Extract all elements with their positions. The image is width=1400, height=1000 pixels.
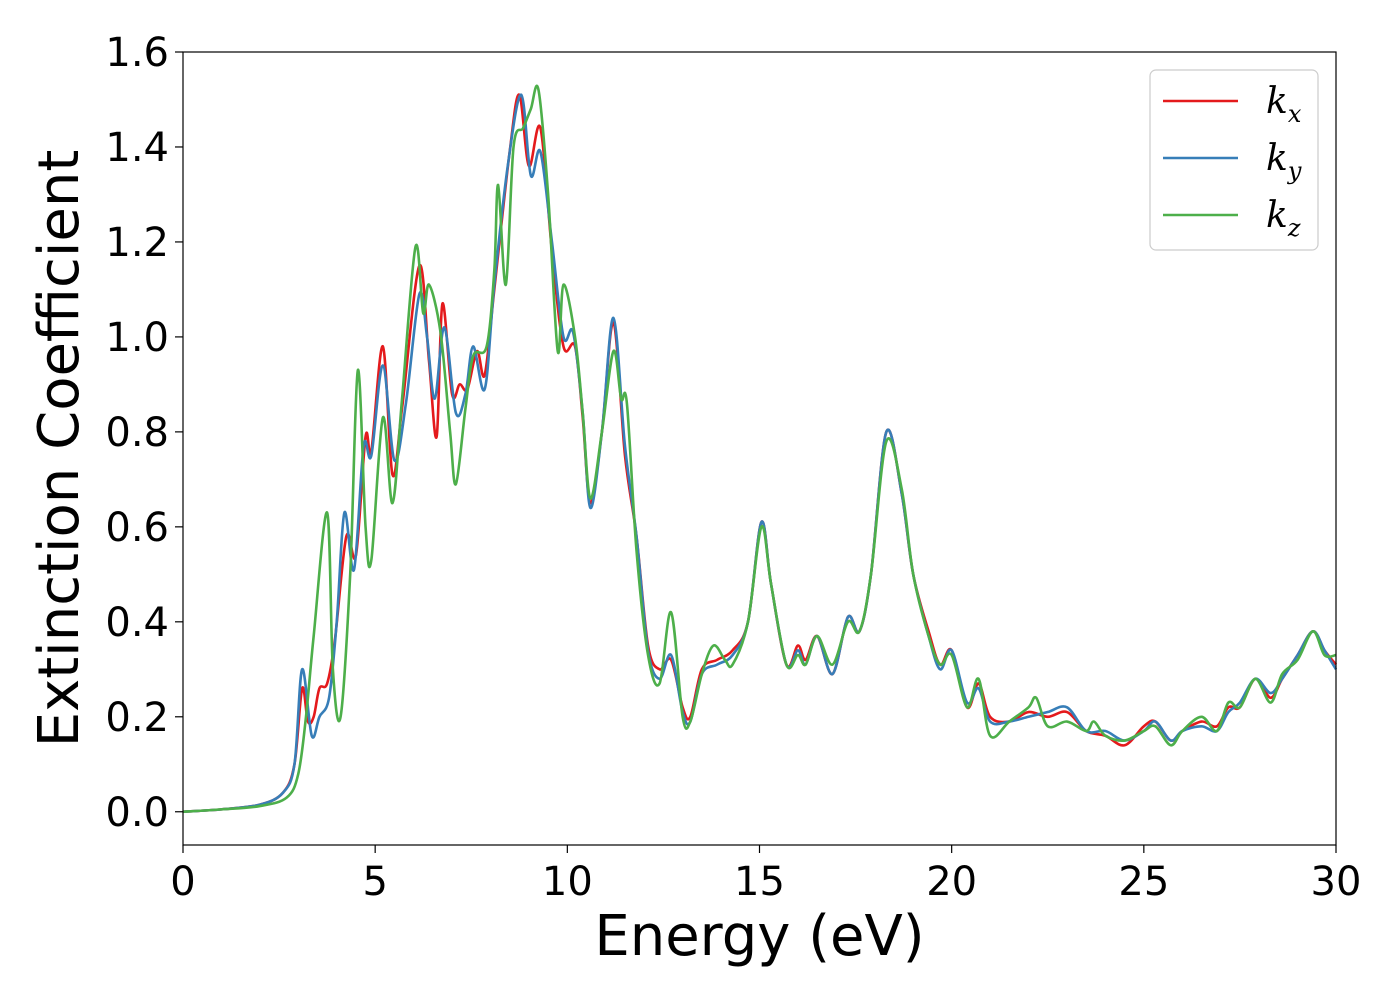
x-axis: 0 5 10 15 20 25 30 (170, 845, 1361, 905)
y-tick-label: 0.4 (105, 600, 169, 646)
plot-background (183, 52, 1336, 845)
y-tick-label: 0.6 (105, 505, 169, 551)
y-tick-label: 0.8 (105, 410, 169, 456)
y-tick-label: 0.0 (105, 790, 169, 836)
x-tick-label: 15 (734, 859, 785, 905)
y-tick-label: 1.4 (105, 125, 169, 171)
legend-label-x: kx (1266, 81, 1302, 128)
series-layer (182, 84, 1338, 814)
y-tick-label: 1.0 (105, 315, 169, 361)
x-tick-label: 10 (542, 859, 593, 905)
x-tick-label: 5 (362, 859, 387, 905)
y-axis: 0.0 0.2 0.4 0.6 0.8 1.0 1.2 1.4 1.6 (105, 30, 183, 836)
series-line-z (182, 84, 1337, 814)
legend-label-y: ky (1266, 138, 1302, 185)
y-tick-label: 0.2 (105, 695, 169, 741)
legend-label-z: kz (1266, 195, 1301, 242)
legend: kx ky kz (1149, 69, 1319, 251)
y-tick-label: 1.2 (105, 220, 169, 266)
x-tick-label: 30 (1311, 859, 1362, 905)
x-tick-label: 20 (926, 859, 977, 905)
x-tick-label: 0 (170, 859, 195, 905)
y-axis-title: Extinction Coefficient (27, 150, 92, 748)
y-tick-label: 1.6 (105, 30, 169, 76)
legend-box (1149, 69, 1319, 251)
x-tick-label: 25 (1118, 859, 1169, 905)
x-axis-title: Energy (eV) (594, 904, 924, 969)
